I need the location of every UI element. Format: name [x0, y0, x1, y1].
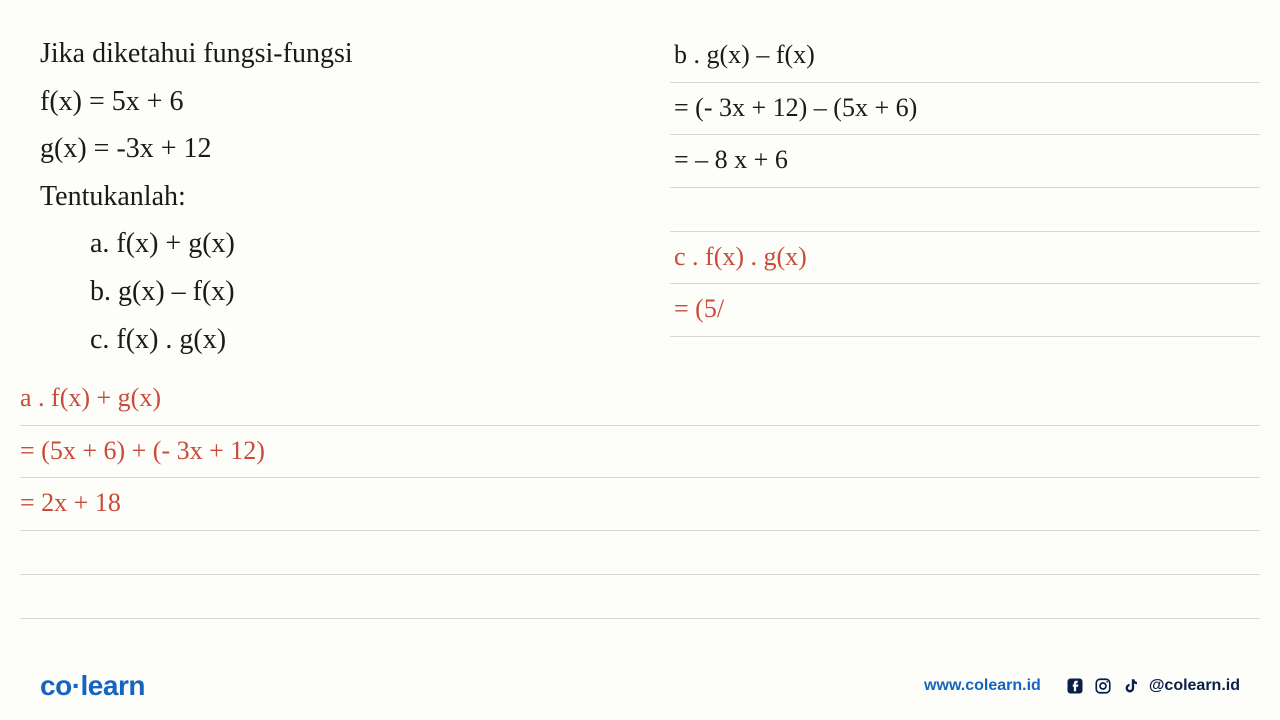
problem-statement: Jika diketahui fungsi-fungsi f(x) = 5x +… — [40, 30, 630, 363]
blank-line — [670, 188, 1260, 232]
problem-item-a: a. f(x) + g(x) — [40, 220, 630, 268]
work-b-line-3: = – 8 x + 6 — [670, 135, 1260, 188]
logo-text-right: learn — [81, 670, 145, 701]
social-block: @colearn.id — [1065, 676, 1240, 696]
problem-line-2: f(x) = 5x + 6 — [40, 78, 630, 126]
work-c-line-2: = (5/ — [670, 284, 1260, 337]
work-a-section: a . f(x) + g(x) = (5x + 6) + (- 3x + 12)… — [0, 363, 1280, 619]
website-url: www.colearn.id — [924, 677, 1041, 695]
brand-logo: co·learn — [40, 670, 145, 702]
facebook-icon — [1065, 676, 1085, 696]
work-b-line-2: = (- 3x + 12) – (5x + 6) — [670, 83, 1260, 136]
problem-line-1: Jika diketahui fungsi-fungsi — [40, 30, 630, 78]
social-handle: @colearn.id — [1149, 677, 1240, 695]
footer: co·learn www.colearn.id @colearn.id — [0, 670, 1280, 702]
problem-item-b: b. g(x) – f(x) — [40, 268, 630, 316]
problem-line-3: g(x) = -3x + 12 — [40, 125, 630, 173]
logo-dot: · — [72, 670, 81, 701]
main-content: Jika diketahui fungsi-fungsi f(x) = 5x +… — [0, 0, 1280, 363]
problem-line-4: Tentukanlah: — [40, 173, 630, 221]
tiktok-icon — [1121, 676, 1141, 696]
right-column: b . g(x) – f(x) = (- 3x + 12) – (5x + 6)… — [650, 30, 1260, 363]
work-a-line-2: = (5x + 6) + (- 3x + 12) — [20, 426, 1260, 479]
problem-item-c: c. f(x) . g(x) — [40, 316, 630, 364]
work-b-line-1: b . g(x) – f(x) — [670, 30, 1260, 83]
work-c-line-1: c . f(x) . g(x) — [670, 232, 1260, 285]
work-a-line-3: = 2x + 18 — [20, 478, 1260, 531]
left-column: Jika diketahui fungsi-fungsi f(x) = 5x +… — [40, 30, 650, 363]
work-a-line-1: a . f(x) + g(x) — [20, 373, 1260, 426]
blank-line — [20, 575, 1260, 619]
blank-line — [20, 531, 1260, 575]
footer-right: www.colearn.id @colearn.id — [924, 676, 1240, 696]
logo-text-left: co — [40, 670, 72, 701]
instagram-icon — [1093, 676, 1113, 696]
